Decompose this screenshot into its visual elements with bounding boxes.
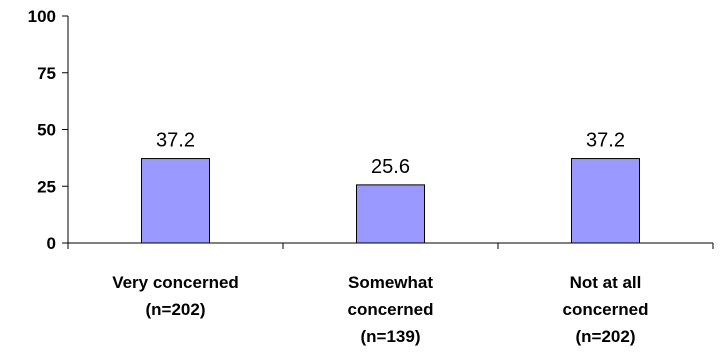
bar	[356, 184, 425, 244]
y-tick-label: 25	[37, 177, 56, 196]
category-label-line: Somewhat	[348, 273, 433, 292]
category-label: Somewhat concerned (n=139)	[348, 273, 434, 346]
y-tick-label: 75	[37, 64, 56, 83]
category-label-line: (n=202)	[146, 300, 206, 319]
category-label-line: (n=202)	[576, 327, 636, 346]
category-label-line: concerned	[348, 300, 434, 319]
category-labels: Very concerned (n=202) Somewhat concerned (n…	[112, 273, 648, 346]
y-axis: 0 25 50 75 100	[28, 7, 69, 253]
data-label: 25.6	[371, 156, 410, 178]
category-label-line: Very concerned	[112, 273, 239, 292]
y-tick-label: 50	[37, 121, 56, 140]
data-label: 37.2	[586, 130, 625, 152]
bar	[571, 158, 640, 244]
category-label-line: (n=139)	[361, 327, 421, 346]
category-label: Very concerned (n=202)	[112, 273, 239, 319]
category-label-line: concerned	[563, 300, 649, 319]
bar	[141, 158, 210, 244]
category-label-line: Not at all	[570, 273, 642, 292]
data-labels: 37.2 25.6 37.2	[156, 130, 625, 178]
bars	[141, 158, 640, 244]
data-label: 37.2	[156, 130, 195, 152]
y-tick-label: 100	[28, 7, 56, 26]
x-axis	[67, 242, 714, 249]
y-tick-label: 0	[47, 234, 56, 253]
category-label: Not at all concerned (n=202)	[563, 273, 649, 346]
